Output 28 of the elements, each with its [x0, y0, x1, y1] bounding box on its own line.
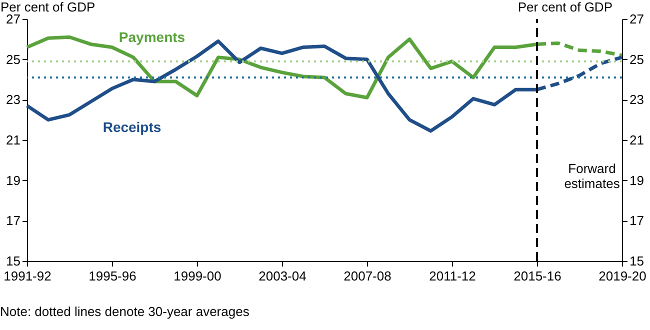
x-tick-label: 2007-08 — [344, 268, 392, 284]
y2-tick-label: 21 — [630, 132, 644, 148]
y-tick-label: 23 — [6, 92, 20, 108]
y-tick-label: 27 — [6, 12, 20, 26]
y2-tick-label: 25 — [630, 52, 644, 67]
y-tick-label: 17 — [6, 213, 20, 228]
annotation: Forward estimates — [564, 161, 620, 191]
x-tick-label: 1995-96 — [88, 268, 136, 284]
x-tick-label: 2003-04 — [258, 268, 306, 284]
y2-tick-label: 19 — [630, 172, 644, 188]
y2-tick-label: 27 — [630, 12, 644, 26]
y-tick-label: 19 — [6, 172, 20, 188]
x-tick-label: 2019-20 — [598, 268, 646, 284]
series-label: Payments — [118, 29, 186, 45]
y-tick-label: 21 — [6, 132, 20, 148]
series-label: Receipts — [102, 119, 162, 135]
y-axis-title: Per cent of GDP — [0, 0, 96, 14]
x-tick-label: 1999-00 — [174, 268, 222, 284]
y2-axis-title: Per cent of GDP — [518, 0, 612, 14]
y2-tick-label: 23 — [630, 92, 644, 108]
x-tick-label: 2015-16 — [514, 268, 562, 284]
y2-tick-label: 15 — [630, 254, 644, 268]
x-tick-label: 1991-92 — [4, 268, 52, 284]
y-tick-label: 25 — [6, 52, 20, 67]
x-tick-label: 2011-12 — [429, 268, 476, 284]
y2-tick-label: 17 — [630, 213, 644, 228]
text: Note: dotted lines denote 30-year averages — [0, 304, 250, 319]
y-tick-label: 15 — [6, 254, 20, 268]
